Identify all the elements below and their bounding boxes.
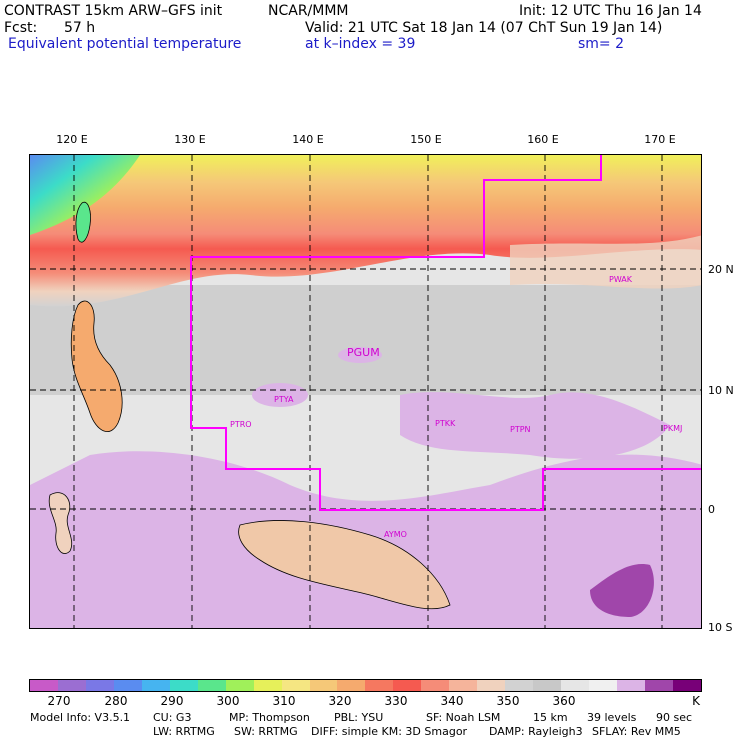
scale-unit: K xyxy=(692,694,700,708)
lon-label-170e: 170 E xyxy=(644,133,676,146)
moist-gray-band xyxy=(30,285,701,395)
scale-label-280: 280 xyxy=(104,694,128,708)
color-swatch-12 xyxy=(365,680,394,691)
color-swatch-9 xyxy=(281,680,310,691)
info-timestep: 90 sec xyxy=(656,711,693,724)
lon-label-150e: 150 E xyxy=(410,133,442,146)
color-swatch-15 xyxy=(449,680,478,691)
scale-label-310: 310 xyxy=(272,694,296,708)
info-surface-layer: SFLAY: Rev MM5 xyxy=(592,725,681,738)
dark-purple-core xyxy=(590,564,654,617)
color-swatch-22 xyxy=(644,680,673,691)
color-swatch-18 xyxy=(533,680,562,691)
color-swatch-7 xyxy=(225,680,254,691)
info-surface: SF: Noah LSM xyxy=(426,711,501,724)
color-swatch-21 xyxy=(617,680,645,691)
station-pwak: PWAK xyxy=(609,275,633,284)
scale-label-290: 290 xyxy=(160,694,184,708)
color-swatch-6 xyxy=(197,680,226,691)
map-canvas: PWAK PGUM PTYA PTRO PTKK PTPN PKMJ AYMO xyxy=(30,155,701,628)
purple-blob-pgum xyxy=(338,347,382,363)
forecast-label: Fcst: xyxy=(4,20,38,36)
color-swatch-11 xyxy=(337,680,366,691)
scale-label-300: 300 xyxy=(216,694,240,708)
color-swatch-23 xyxy=(672,680,701,691)
scale-label-320: 320 xyxy=(328,694,352,708)
color-swatch-16 xyxy=(477,680,506,691)
color-swatch-1 xyxy=(57,680,86,691)
forecast-hours: 57 h xyxy=(64,20,96,36)
info-damping: DAMP: Rayleigh3 xyxy=(489,725,583,738)
station-ptro: PTRO xyxy=(230,420,252,429)
color-swatch-3 xyxy=(113,680,142,691)
color-swatch-20 xyxy=(589,680,618,691)
color-swatch-2 xyxy=(85,680,114,691)
lat-label-10s: 10 S xyxy=(708,621,733,634)
scale-label-330: 330 xyxy=(384,694,408,708)
northern-gradient-band xyxy=(30,155,701,307)
cold-air-corner xyxy=(30,155,140,235)
scale-label-360: 360 xyxy=(552,694,576,708)
scale-label-350: 350 xyxy=(496,694,520,708)
station-pkmj: PKMJ xyxy=(663,424,682,433)
info-shortwave: SW: RRTMG xyxy=(234,725,298,738)
lon-label-160e: 160 E xyxy=(527,133,559,146)
color-swatch-8 xyxy=(253,680,282,691)
theta-e-map: PWAK PGUM PTYA PTRO PTKK PTPN PKMJ AYMO xyxy=(29,154,702,629)
station-ptpn: PTPN xyxy=(510,425,531,434)
lat-label-10n: 10 N xyxy=(708,384,734,397)
station-ptya: PTYA xyxy=(274,395,294,404)
level-index: at k–index = 39 xyxy=(305,36,416,52)
info-version: Model Info: V3.5.1 xyxy=(30,711,131,724)
philippines-land xyxy=(70,300,123,433)
info-pbl: PBL: YSU xyxy=(334,711,384,724)
info-cumulus: CU: G3 xyxy=(153,711,192,724)
field-name: Equivalent potential temperature xyxy=(8,36,242,52)
taiwan-land xyxy=(75,201,91,243)
info-longwave: LW: RRTMG xyxy=(153,725,215,738)
organization-label: NCAR/MMM xyxy=(268,3,349,19)
info-resolution: 15 km xyxy=(533,711,568,724)
sulawesi-land xyxy=(48,492,73,554)
purple-blob-ptya xyxy=(252,383,308,407)
model-title: CONTRAST 15km ARW–GFS init xyxy=(4,3,223,19)
info-levels: 39 levels xyxy=(587,711,637,724)
color-swatch-13 xyxy=(393,680,422,691)
station-aymo: AYMO xyxy=(384,530,407,539)
station-ptkk: PTKK xyxy=(435,419,456,428)
new-guinea-land xyxy=(238,520,451,610)
lat-label-20n: 20 N xyxy=(708,263,734,276)
color-swatch-17 xyxy=(505,680,534,691)
color-swatch-5 xyxy=(169,680,198,691)
purple-blob-central xyxy=(400,392,670,459)
subdomain-boundary xyxy=(190,155,701,511)
lon-label-130e: 130 E xyxy=(174,133,206,146)
scale-label-270: 270 xyxy=(47,694,71,708)
color-swatch-4 xyxy=(141,680,170,691)
tan-band-east xyxy=(510,235,701,289)
scale-label-340: 340 xyxy=(440,694,464,708)
init-time: Init: 12 UTC Thu 16 Jan 14 xyxy=(519,3,702,19)
station-pgum: PGUM xyxy=(347,346,380,359)
color-swatch-19 xyxy=(561,680,590,691)
smoothing-value: sm= 2 xyxy=(578,36,625,52)
info-microphysics: MP: Thompson xyxy=(229,711,310,724)
color-swatch-0 xyxy=(30,680,58,691)
lon-label-120e: 120 E xyxy=(56,133,88,146)
color-scale-bar xyxy=(29,679,702,692)
valid-time: Valid: 21 UTC Sat 18 Jan 14 (07 ChT Sun … xyxy=(305,20,663,36)
lon-label-140e: 140 E xyxy=(292,133,324,146)
color-swatch-14 xyxy=(421,680,450,691)
color-swatch-10 xyxy=(309,680,338,691)
lat-label-equator: 0 xyxy=(708,503,715,516)
graticule xyxy=(30,155,701,628)
info-diffusion: DIFF: simple KM: 3D Smagor xyxy=(311,725,468,738)
